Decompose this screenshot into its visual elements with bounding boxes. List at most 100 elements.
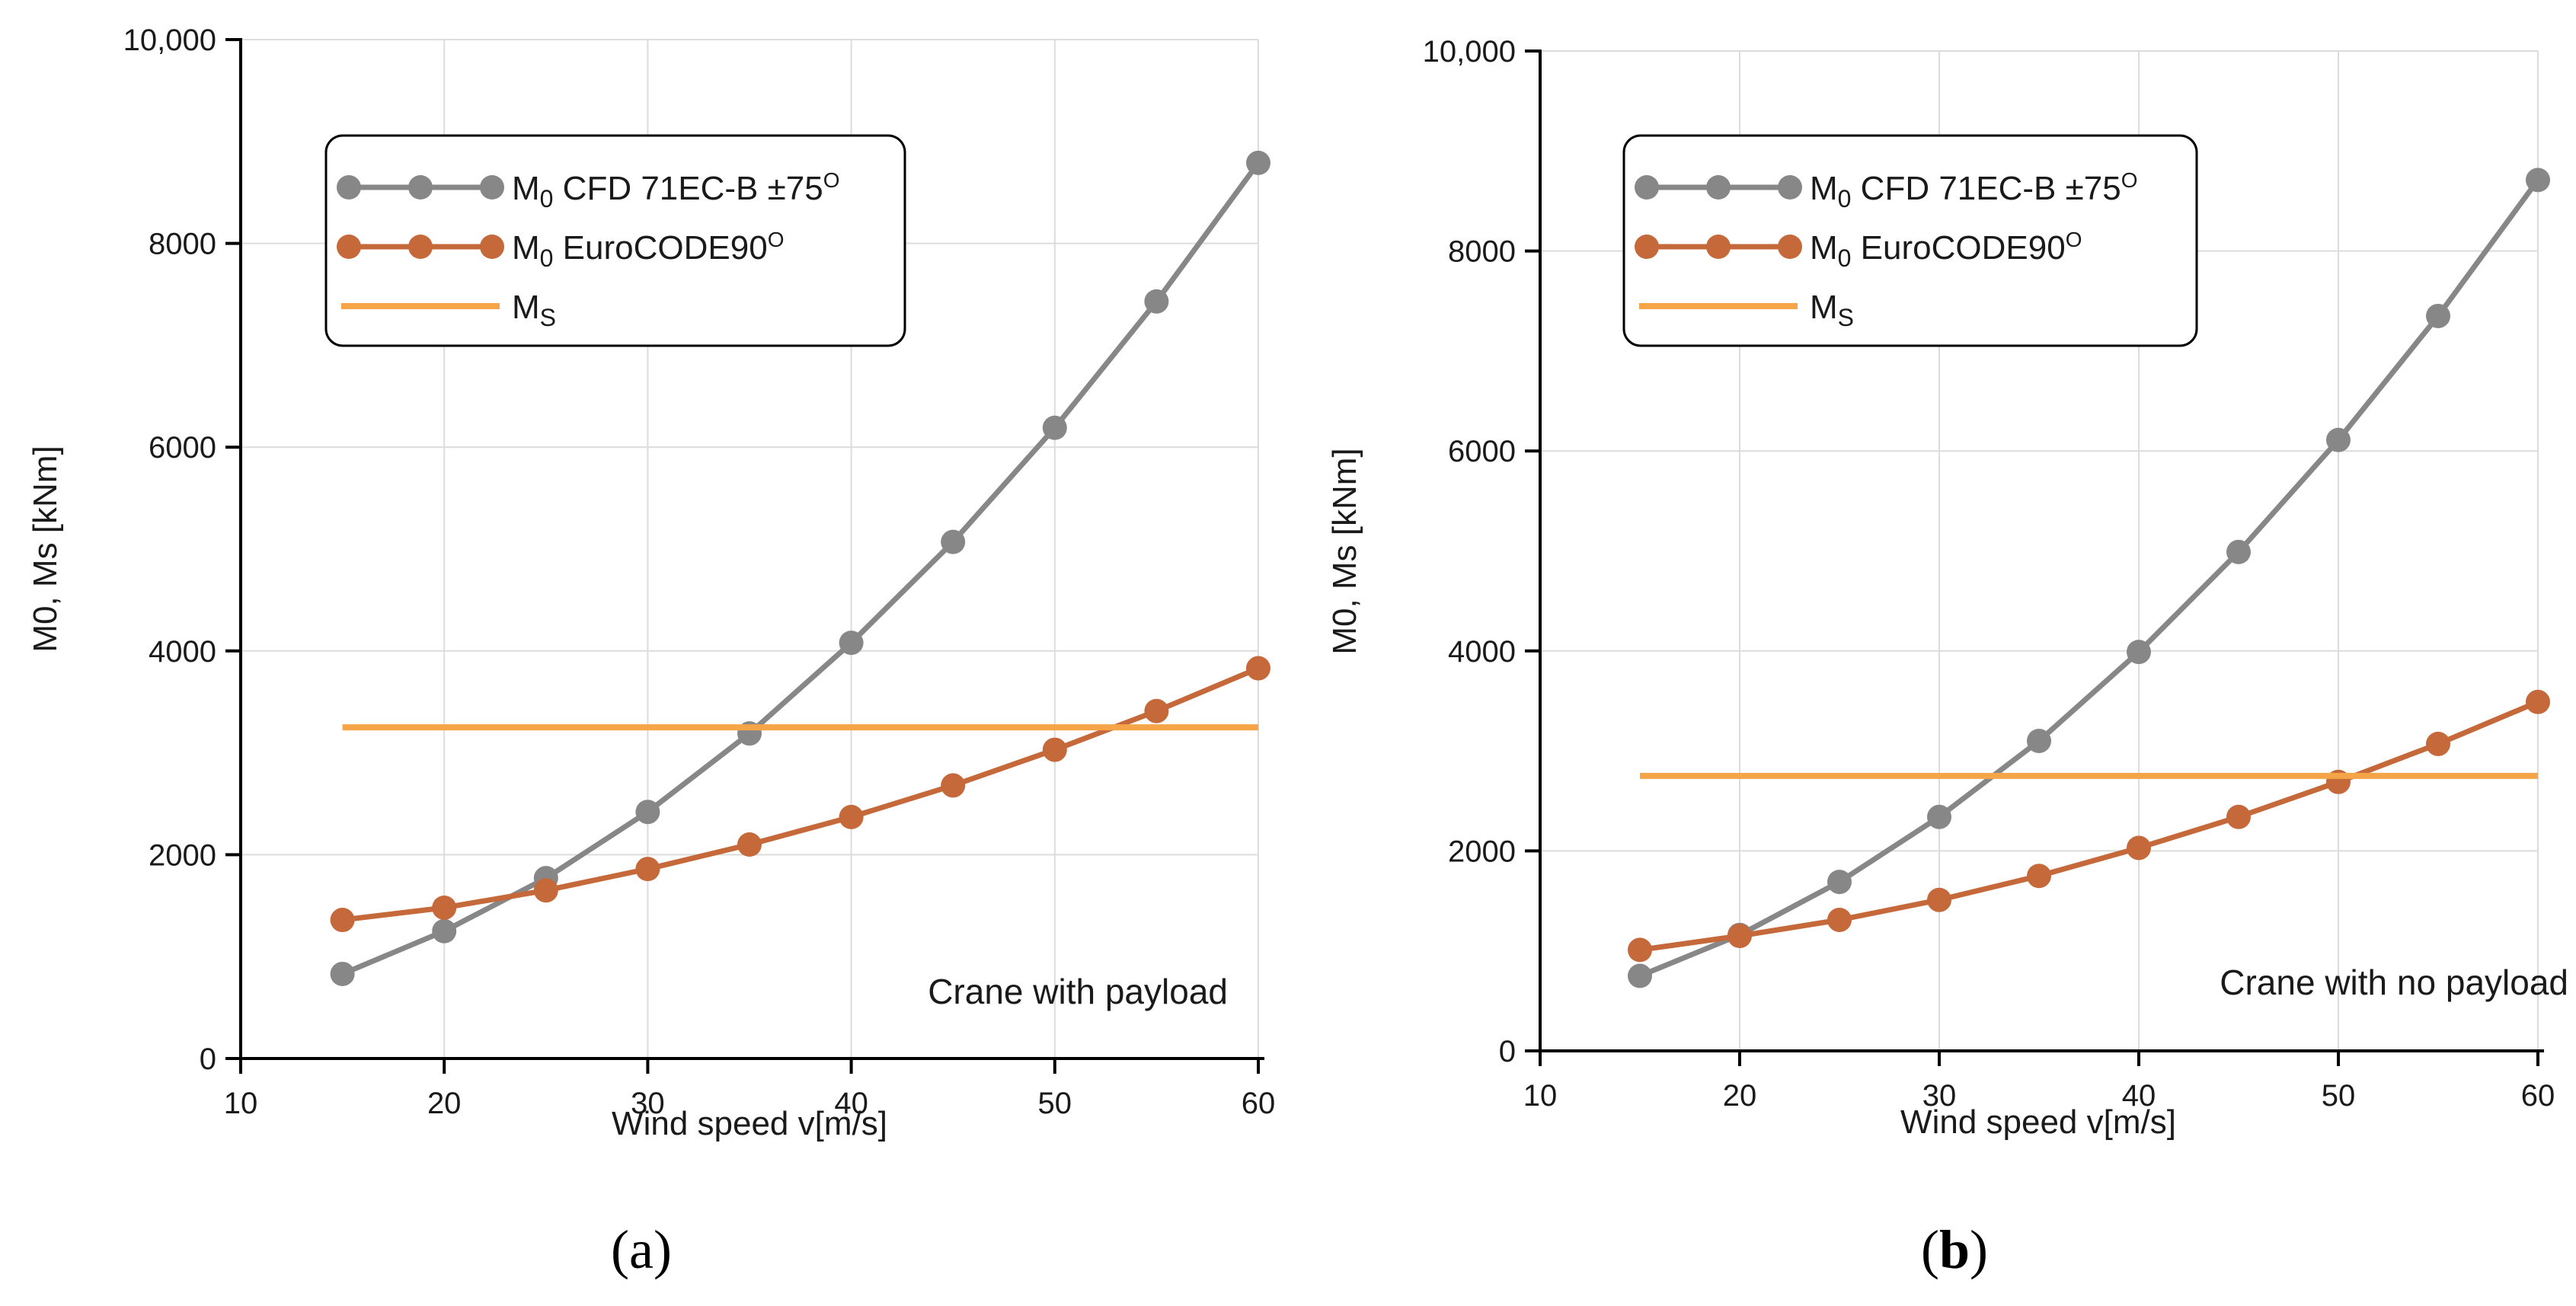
data-point <box>1144 289 1169 314</box>
legend-swatch-marker <box>337 235 361 259</box>
legend-item: MS <box>1639 289 1854 331</box>
data-point <box>432 918 457 944</box>
panel-label: (a) <box>611 1219 672 1280</box>
series-1 <box>330 656 1270 933</box>
data-point <box>2127 640 2151 665</box>
data-point <box>2426 731 2450 756</box>
data-point <box>1246 150 1270 175</box>
legend-swatch-marker <box>1778 235 1802 259</box>
panel-annotation: Crane with payload <box>928 972 1228 1011</box>
data-point <box>2226 539 2251 564</box>
x-tick-label: 50 <box>2322 1079 2356 1113</box>
legend-label: M0 EuroCODE90O <box>512 228 784 272</box>
data-point <box>2426 303 2450 328</box>
data-point <box>432 895 457 920</box>
data-point <box>1628 963 1652 988</box>
x-tick-label: 60 <box>2521 1079 2555 1113</box>
legend-swatch-marker <box>337 175 361 200</box>
series-0 <box>1628 168 2550 988</box>
x-axis-label: Wind speed v[m/s] <box>612 1105 887 1142</box>
series-line <box>341 161 1261 977</box>
data-point <box>1246 656 1270 681</box>
data-point <box>635 800 660 825</box>
data-point <box>1042 737 1067 762</box>
legend-swatch-marker <box>1706 175 1731 200</box>
data-point <box>839 804 864 829</box>
legend-swatch-marker <box>1635 235 1659 259</box>
y-tick-label: 10,000 <box>1423 35 1516 69</box>
panel-label: (b) <box>1921 1219 1988 1280</box>
legend-item: M0 EuroCODE90O <box>337 228 784 272</box>
legend-swatch-marker <box>408 175 433 200</box>
legend-item: M0 EuroCODE90O <box>1635 228 2082 272</box>
y-tick-label: 8000 <box>149 228 216 261</box>
data-point <box>737 832 762 857</box>
y-tick-label: 6000 <box>1448 435 1516 468</box>
x-tick-label: 40 <box>2122 1079 2156 1113</box>
data-point <box>2526 168 2550 193</box>
data-point <box>2127 835 2151 861</box>
y-tick-label: 2000 <box>1448 835 1516 868</box>
x-tick-label: 20 <box>1723 1079 1757 1113</box>
data-point <box>533 878 558 903</box>
data-point <box>2027 864 2051 889</box>
y-tick-label: 2000 <box>149 838 216 872</box>
data-point <box>941 529 966 554</box>
data-point <box>1827 870 1852 895</box>
y-tick-label: 4000 <box>149 635 216 669</box>
data-point <box>1927 804 1951 829</box>
series-line <box>342 666 1260 923</box>
legend-swatch-marker <box>408 235 433 259</box>
legend-label: M0 CFD 71EC-B ±75O <box>512 168 840 212</box>
data-point <box>2526 689 2550 714</box>
x-tick-label: 20 <box>427 1087 462 1120</box>
data-point <box>1827 907 1852 932</box>
legend-label: MS <box>1810 289 1854 331</box>
series-0 <box>330 150 1270 986</box>
legend: M0 CFD 71EC-B ±75O M0 EuroCODE90O MS <box>324 134 906 347</box>
data-point <box>1042 415 1067 440</box>
series-line <box>1639 699 2539 953</box>
y-axis-label: M0, Ms [kNm] <box>27 445 64 652</box>
chart-panel-b: 10 20 30 40 50 60 0 2000 4000 6000 8000 10,000 Wind … <box>1326 35 2568 1280</box>
y-tick-label: 0 <box>1499 1035 1516 1068</box>
legend-label: M0 CFD 71EC-B ±75O <box>1810 168 2138 212</box>
data-point <box>1144 698 1169 723</box>
legend-swatch-marker <box>1706 235 1731 259</box>
y-tick-label: 8000 <box>1448 235 1516 269</box>
legend-item: MS <box>341 289 556 331</box>
legend-swatch-marker <box>1635 175 1659 200</box>
x-axis-label: Wind speed v[m/s] <box>1900 1103 2176 1141</box>
data-point <box>941 773 966 798</box>
data-point <box>1727 924 1752 949</box>
data-point <box>1927 887 1951 912</box>
legend-swatch-marker <box>480 175 504 200</box>
legend-swatch-marker <box>1778 175 1802 200</box>
y-axis-label: M0, Ms [kNm] <box>1326 448 1363 654</box>
legend-item: M0 CFD 71EC-B ±75O <box>1635 168 2138 212</box>
legend: M0 CFD 71EC-B ±75O M0 EuroCODE90O MS <box>1622 134 2198 347</box>
data-point <box>839 631 864 656</box>
x-tick-label: 40 <box>834 1087 868 1120</box>
data-point <box>330 961 355 986</box>
x-tick-label: 50 <box>1038 1087 1072 1120</box>
legend-item: M0 CFD 71EC-B ±75O <box>337 168 840 212</box>
data-point <box>635 857 660 882</box>
legend-label: M0 EuroCODE90O <box>1810 228 2082 272</box>
y-tick-label: 10,000 <box>123 24 216 57</box>
chart-panel-a: 10 20 30 40 50 60 0 2000 4000 6000 8000 10,000 Wind … <box>27 24 1275 1280</box>
x-tick-label: 30 <box>631 1087 665 1120</box>
series-line <box>1638 178 2540 979</box>
data-point <box>1628 937 1652 963</box>
x-tick-label: 10 <box>224 1087 258 1120</box>
data-point <box>2326 427 2351 452</box>
y-tick-label: 4000 <box>1448 635 1516 669</box>
x-tick-label: 10 <box>1523 1079 1558 1113</box>
x-tick-label: 30 <box>1922 1079 1957 1113</box>
series-1 <box>1628 689 2550 963</box>
y-tick-label: 0 <box>200 1043 216 1076</box>
panel-annotation: Crane with no payload <box>2220 963 2568 1002</box>
legend-label: MS <box>512 289 556 331</box>
y-tick-label: 6000 <box>149 431 216 465</box>
